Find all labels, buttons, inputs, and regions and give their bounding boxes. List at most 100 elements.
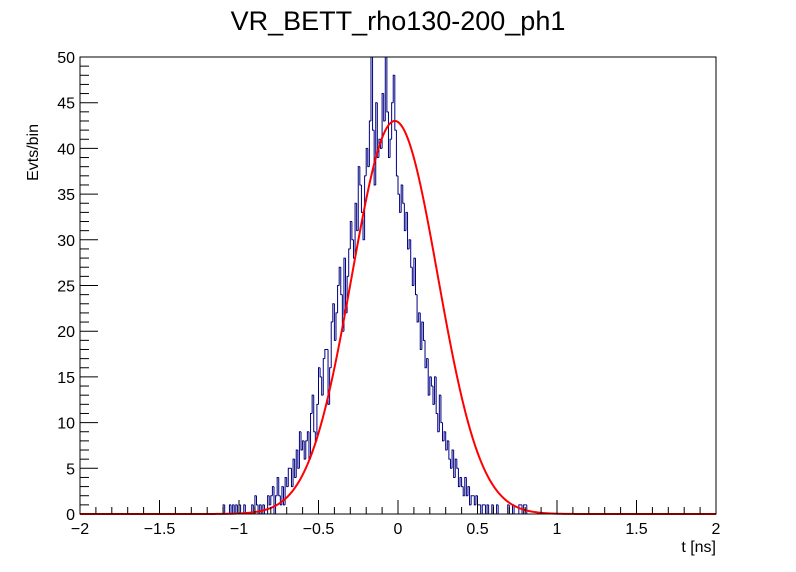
axes-layer: −2 −1.5 −1 −0.5 0 0.5 1 1.5 20510152025303540455…: [57, 50, 720, 538]
histogram-bin: [481, 504, 484, 514]
histogram-bin: [426, 358, 429, 368]
histogram-bin: [465, 477, 468, 497]
histogram-bin: [473, 495, 476, 506]
histogram-bin: [340, 267, 343, 296]
histogram-bin: [364, 175, 367, 240]
histogram-bin: [337, 285, 340, 313]
histogram-bin: [283, 486, 286, 506]
histogram-bin: [449, 459, 453, 469]
histogram-bin: [448, 440, 451, 460]
histogram-bin: [332, 303, 335, 323]
histogram-bin: [392, 74, 395, 103]
histogram-bin: [351, 221, 354, 241]
histogram-bin: [402, 184, 405, 204]
x-tick-label: 0: [394, 521, 403, 538]
histogram-bin: [507, 504, 510, 514]
histogram-bin: [306, 431, 309, 441]
histogram-bin: [467, 486, 470, 496]
histogram-bin: [310, 412, 313, 460]
histogram-bin: [410, 239, 413, 268]
x-tick-label: −1: [230, 521, 248, 538]
x-tick-label: −0.5: [303, 521, 335, 538]
histogram-bin: [324, 348, 327, 359]
histogram-bin: [330, 321, 333, 368]
histogram-bin: [300, 431, 303, 451]
histogram-bin: [454, 458, 457, 478]
histogram-bin: [445, 431, 448, 451]
y-tick-label: 35: [57, 187, 75, 204]
y-tick-label: 15: [57, 370, 75, 387]
histogram-bin: [297, 450, 300, 469]
histogram-bin: [235, 504, 238, 514]
histogram-bin: [435, 376, 438, 414]
histogram-bin: [284, 476, 287, 505]
histogram-bin: [373, 130, 376, 186]
x-tick-label: 0.5: [466, 521, 488, 538]
histogram-bin: [327, 349, 330, 405]
histogram-bin: [418, 312, 421, 323]
histogram-bin: [268, 495, 271, 506]
y-tick-label: 5: [66, 461, 75, 478]
histogram-bin: [287, 467, 290, 487]
histogram-bin: [399, 194, 402, 213]
histogram-bin: [407, 212, 410, 250]
histogram-bin: [411, 267, 414, 286]
histogram-bin: [434, 376, 437, 405]
histogram-bin: [414, 258, 418, 296]
histogram-bin: [413, 257, 416, 286]
x-tick-label: −2: [71, 521, 89, 538]
histogram-bin: [294, 459, 297, 478]
histogram-bin: [408, 239, 411, 249]
histogram-bin: [386, 57, 389, 113]
histogram-bin: [356, 203, 359, 232]
histogram-bin: [367, 148, 370, 168]
histogram-bin: [275, 495, 278, 514]
x-tick-label: 1: [553, 521, 562, 538]
x-axis-label: t [ns]: [681, 539, 716, 556]
histogram-bin: [295, 449, 298, 478]
histogram-bin: [416, 294, 419, 323]
histogram-bin: [470, 495, 473, 505]
y-tick-label: 30: [57, 233, 75, 250]
histogram-bin: [372, 57, 375, 131]
histogram-bin: [383, 93, 386, 122]
histogram-bin: [286, 477, 289, 488]
histogram-bin: [451, 449, 454, 469]
histogram-bin: [316, 403, 319, 441]
histogram-bin: [457, 468, 461, 488]
histogram-bin: [376, 102, 379, 159]
histogram-bin: [381, 93, 384, 149]
histogram-bin: [397, 175, 400, 195]
histogram-bin: [281, 486, 284, 505]
plot-frame: [79, 56, 717, 515]
histogram-bin: [523, 504, 526, 514]
histogram-bin: [279, 495, 282, 506]
histogram-bin: [333, 303, 336, 341]
histogram-bin: [469, 486, 472, 506]
histogram-bin: [378, 138, 381, 158]
histogram-bin: [276, 476, 279, 496]
histogram-bin: [271, 486, 274, 496]
histogram-bin: [311, 394, 314, 414]
histogram-bin: [362, 212, 365, 241]
histogram-bin: [251, 504, 254, 514]
histogram-bin: [405, 211, 408, 231]
histogram-bin: [440, 395, 443, 424]
histogram-bin: [438, 394, 441, 432]
histogram-bin: [354, 202, 357, 259]
y-tick-label: 40: [57, 141, 75, 158]
histogram-bin: [349, 221, 352, 249]
histogram-bin: [255, 495, 259, 506]
y-tick-label: 50: [57, 50, 75, 67]
histogram-bin: [432, 386, 435, 405]
histogram-bin: [243, 504, 246, 514]
histogram-bin: [419, 312, 422, 350]
chart-title: VR_BETT_rho130-200_ph1: [231, 6, 566, 36]
histogram-bin: [322, 358, 325, 396]
histogram-bin: [278, 477, 281, 497]
histogram-bin: [459, 476, 462, 487]
histogram-bin: [348, 248, 351, 277]
histogram-bin: [462, 486, 465, 497]
histogram-bin: [302, 440, 305, 451]
